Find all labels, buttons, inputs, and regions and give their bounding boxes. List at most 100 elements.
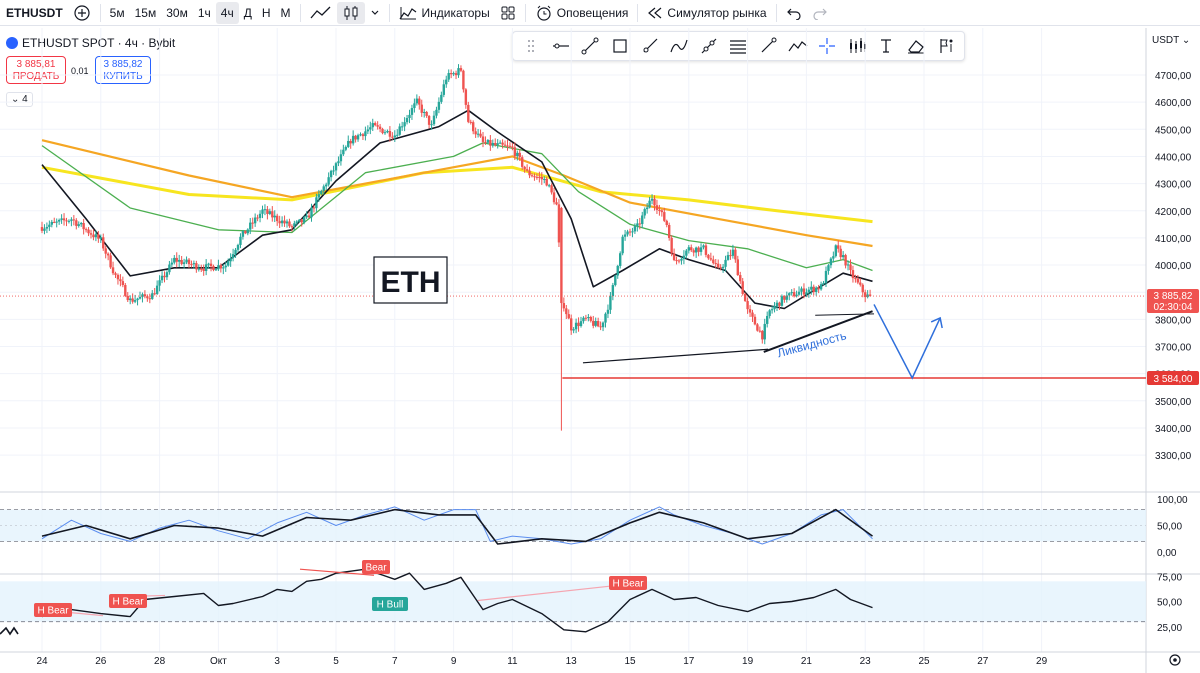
candle-body <box>849 264 852 271</box>
replay-button[interactable]: Симулятор рынка <box>642 2 771 24</box>
info-line-icon[interactable] <box>756 34 781 58</box>
candle-body <box>476 133 480 135</box>
path-icon[interactable] <box>785 34 810 58</box>
candle-body <box>753 316 757 325</box>
interval-1h[interactable]: 1ч <box>197 5 211 20</box>
candle-body <box>202 269 205 271</box>
interval-5m[interactable]: 5м <box>109 5 125 20</box>
candle-body <box>67 220 71 222</box>
candle-body <box>72 219 76 221</box>
eraser-icon[interactable] <box>904 34 929 58</box>
candle-body <box>425 111 428 116</box>
brush-icon[interactable] <box>667 34 692 58</box>
candle-body <box>508 145 512 147</box>
candles-chart-type-icon[interactable] <box>336 1 365 24</box>
candle-body <box>241 231 245 237</box>
crosshair-icon[interactable] <box>815 34 840 58</box>
candle-body <box>263 209 267 211</box>
candle-body <box>84 229 88 231</box>
interval-30m[interactable]: 30м <box>166 5 188 20</box>
candle-body <box>327 177 330 185</box>
candle-body <box>192 263 196 265</box>
line-chart-type-icon[interactable] <box>305 2 337 24</box>
text-tool-icon[interactable] <box>874 34 899 58</box>
candle-body <box>354 135 357 140</box>
indicators-collapse-toggle[interactable]: ⌄ 4 <box>6 92 33 107</box>
candle-body <box>427 115 431 125</box>
interval-1w[interactable]: Н <box>261 5 271 20</box>
fib-retracement-icon[interactable] <box>726 34 751 58</box>
candle-body <box>837 245 840 249</box>
undo-icon[interactable] <box>781 2 807 24</box>
alerts-button[interactable]: Оповещения <box>530 2 634 24</box>
interval-1d[interactable]: Д <box>243 5 252 20</box>
support-trend-line <box>815 313 875 316</box>
bar-countdown: 02:30:04 <box>1154 302 1193 313</box>
chevron-down-icon[interactable] <box>365 2 385 24</box>
bars-pattern-icon[interactable] <box>845 34 870 58</box>
candle-body <box>623 234 627 237</box>
currency-selector[interactable]: USDT ⌄ <box>1152 35 1190 46</box>
divergence-label-h-bear-bg <box>109 594 147 608</box>
ema-orange-line <box>41 139 873 248</box>
candle-body <box>592 320 595 326</box>
symbol-search[interactable]: ETHUSDT <box>6 5 63 20</box>
candle-body <box>351 135 355 144</box>
candle-body <box>628 231 632 233</box>
candle-body <box>405 118 409 123</box>
candle-body <box>48 224 51 227</box>
candle-body <box>165 272 169 278</box>
candle-body <box>596 321 600 327</box>
divergence-label-h-bear-bg <box>34 603 72 617</box>
candle-body <box>494 142 497 145</box>
time-axis-tick: 7 <box>392 656 398 667</box>
divider <box>99 3 101 22</box>
candle-body <box>577 322 580 327</box>
candle-body <box>513 147 517 157</box>
sell-button[interactable]: 3 885,81 ПРОДАТЬ <box>6 56 66 84</box>
candle-body <box>775 302 779 306</box>
candle-body <box>344 146 347 150</box>
candle-body <box>408 114 411 119</box>
candle-body <box>278 221 281 224</box>
currency-label: USDT <box>1152 35 1180 46</box>
candle-body <box>92 234 95 238</box>
time-axis-tick: 3 <box>274 656 280 667</box>
indicators-button[interactable]: Индикаторы <box>394 2 495 24</box>
flag-icon[interactable] <box>933 34 958 58</box>
compare-add-icon[interactable] <box>68 2 96 24</box>
candle-body <box>550 185 553 193</box>
rectangle-icon[interactable] <box>608 34 633 58</box>
candle-body <box>609 296 612 310</box>
buy-button[interactable]: 3 885,82 КУПИТЬ <box>95 56 151 84</box>
redo-icon[interactable] <box>807 2 833 24</box>
liquidity-trend-line <box>763 310 873 353</box>
candle-body <box>170 262 174 265</box>
candle-body <box>687 247 690 251</box>
candle-body <box>410 108 414 115</box>
candle-body <box>293 223 296 227</box>
candle-body <box>207 263 210 265</box>
interval-1mo[interactable]: М <box>280 5 291 20</box>
candle-body <box>584 317 588 319</box>
candle-body <box>266 209 269 214</box>
interval-15m[interactable]: 15м <box>134 5 157 20</box>
candle-body <box>523 166 526 170</box>
interval-4h[interactable]: 4ч <box>215 1 239 24</box>
candlesticks <box>40 64 872 431</box>
ray-icon[interactable] <box>637 34 662 58</box>
candle-body <box>538 176 541 178</box>
candle-body <box>748 309 752 313</box>
candle-body <box>280 220 284 224</box>
layout-grid-icon[interactable] <box>495 2 521 24</box>
candle-body <box>614 275 617 286</box>
candle-body <box>491 142 494 146</box>
drag-handle-icon[interactable] <box>519 34 544 58</box>
candle-body <box>369 127 372 130</box>
trend-line-icon[interactable] <box>578 34 603 58</box>
candle-body <box>481 136 485 142</box>
extended-line-icon[interactable] <box>697 34 722 58</box>
horizontal-ray-icon[interactable] <box>549 34 574 58</box>
candle-body <box>682 255 686 260</box>
